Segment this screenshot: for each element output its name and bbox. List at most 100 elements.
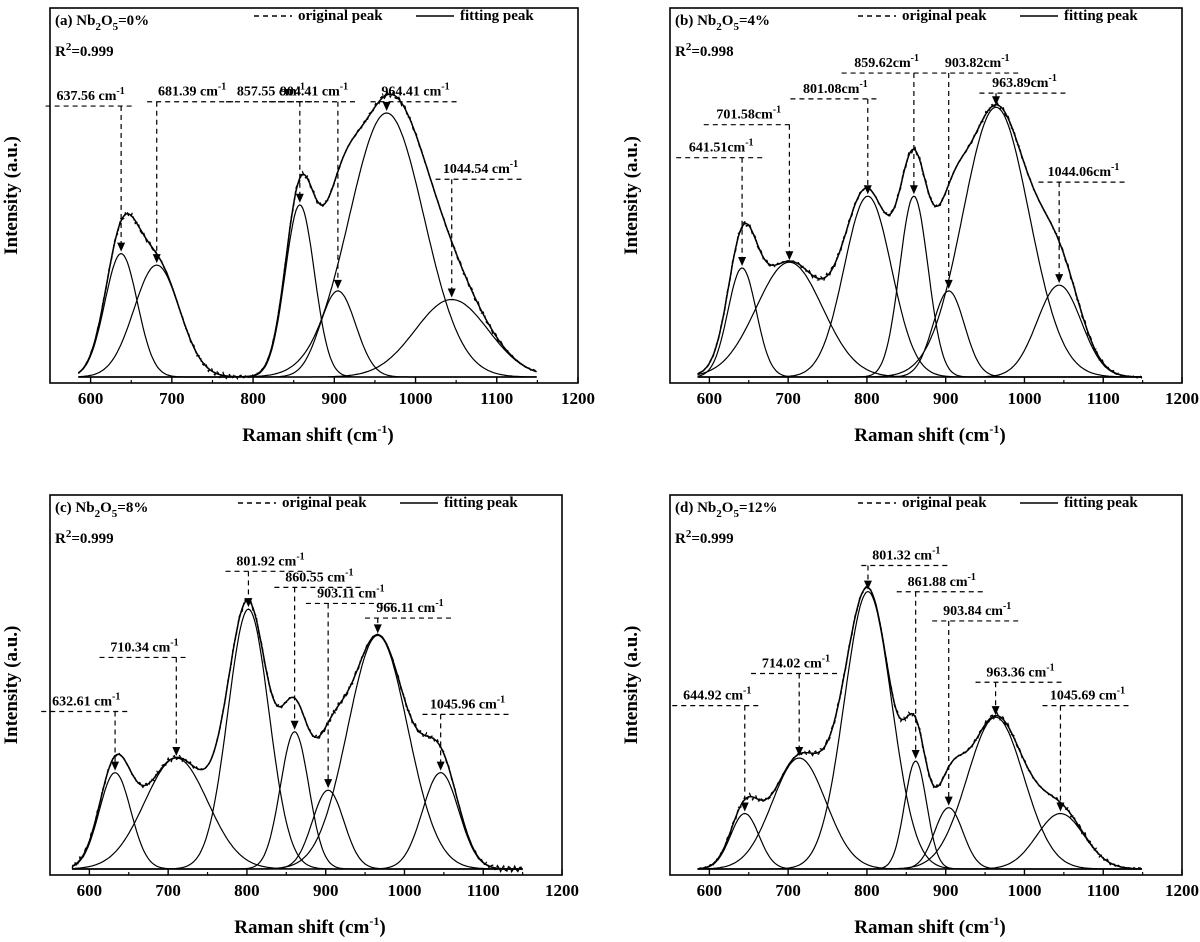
peak-arrow bbox=[1056, 802, 1065, 812]
peak-arrow bbox=[333, 279, 342, 289]
peak-arrow bbox=[373, 624, 382, 634]
original-spectrum-curve bbox=[77, 90, 538, 380]
x-axis-title: Raman shift (cm-1) bbox=[242, 422, 393, 446]
peak-label-6: 963.36 cm-1 bbox=[986, 662, 1054, 680]
fit-peak-curve-6 bbox=[72, 634, 523, 870]
legend-fitting-label: fitting peak bbox=[444, 495, 518, 511]
x-tick-label: 900 bbox=[933, 881, 959, 900]
x-axis-title: Raman shift (cm-1) bbox=[854, 422, 1005, 446]
peak-label-6: 1044.54 cm-1 bbox=[443, 159, 518, 177]
peak-arrow bbox=[295, 193, 304, 203]
peak-arrow bbox=[447, 288, 456, 298]
x-tick-label: 900 bbox=[933, 389, 959, 408]
x-tick-label: 600 bbox=[697, 389, 723, 408]
peak-label-5: 903.11 cm-1 bbox=[317, 583, 384, 601]
peak-arrow bbox=[909, 185, 918, 195]
x-tick-label: 700 bbox=[775, 389, 801, 408]
y-axis-title: Intensity (a.u.) bbox=[621, 626, 642, 745]
panel-label: (b) Nb2O5=4% bbox=[675, 13, 770, 33]
peak-arrow bbox=[795, 747, 804, 757]
peak-arrow bbox=[117, 242, 126, 252]
fit-peak-curve-4 bbox=[697, 760, 1142, 870]
x-tick-label: 600 bbox=[77, 881, 103, 900]
peak-label-2: 714.02 cm-1 bbox=[762, 654, 830, 672]
peak-label-6: 966.11 cm-1 bbox=[376, 598, 443, 616]
legend-original-label: original peak bbox=[902, 8, 987, 24]
peak-arrow bbox=[944, 796, 953, 806]
chart-panel-a: 600 700 800 900 1000 1100 1200 Raman shift (cm-… bbox=[1, 7, 595, 446]
peak-arrow bbox=[1055, 274, 1064, 284]
original-spectrum-curve bbox=[71, 597, 524, 874]
peak-arrow bbox=[991, 706, 1000, 716]
x-tick-label: 1000 bbox=[1007, 881, 1041, 900]
peak-label-5: 964.41 cm-1 bbox=[381, 82, 449, 100]
peak-label-2: 701.58cm-1 bbox=[716, 105, 781, 123]
x-tick-label: 600 bbox=[78, 389, 104, 408]
panel-label: (a) Nb2O5=0% bbox=[55, 13, 149, 33]
panel-label: (c) Nb2O5=8% bbox=[55, 500, 148, 520]
peak-arrow bbox=[436, 761, 445, 771]
peak-label-1: 641.51cm-1 bbox=[689, 138, 754, 156]
peak-arrow bbox=[738, 256, 747, 266]
peak-arrow bbox=[944, 279, 953, 289]
x-tick-label: 700 bbox=[775, 881, 801, 900]
fit-peak-curve-3 bbox=[697, 195, 1142, 378]
x-tick-label: 900 bbox=[313, 881, 339, 900]
fit-peak-curve-2 bbox=[697, 757, 1142, 870]
peak-label-4: 861.88 cm-1 bbox=[908, 572, 976, 590]
x-tick-label: 1100 bbox=[1087, 881, 1120, 900]
peak-label-7: 1045.69 cm-1 bbox=[1050, 686, 1125, 704]
plot-frame bbox=[49, 7, 579, 384]
peak-label-5: 903.82cm-1 bbox=[945, 53, 1010, 71]
peak-label-4: 860.55 cm-1 bbox=[285, 567, 353, 585]
r-squared: R2=0.999 bbox=[675, 528, 734, 547]
original-spectrum-curve bbox=[697, 100, 1143, 379]
fit-peak-curve-5 bbox=[697, 807, 1142, 870]
peak-label-7: 1044.06cm-1 bbox=[1048, 162, 1120, 180]
peak-label-4: 859.62cm-1 bbox=[854, 53, 919, 71]
fit-peak-curve-1 bbox=[78, 252, 537, 378]
fit-sum-curve bbox=[697, 104, 1142, 378]
peak-arrow bbox=[785, 251, 794, 261]
x-tick-label: 1000 bbox=[387, 881, 421, 900]
peak-arrow bbox=[172, 747, 181, 757]
fit-peak-curve-5 bbox=[78, 112, 537, 378]
peak-label-3: 801.08cm-1 bbox=[803, 79, 868, 97]
fit-peak-curve-6 bbox=[78, 298, 537, 378]
x-tick-label: 1200 bbox=[1165, 389, 1199, 408]
fit-peak-curve-7 bbox=[697, 812, 1142, 870]
x-tick-label: 800 bbox=[240, 389, 266, 408]
plot-frame bbox=[669, 7, 1183, 384]
fit-peak-curve-5 bbox=[697, 290, 1142, 378]
peak-label-1: 637.56 cm-1 bbox=[56, 86, 124, 104]
peak-arrow bbox=[863, 185, 872, 195]
x-tick-label: 1100 bbox=[480, 389, 513, 408]
peak-arrow bbox=[911, 749, 920, 759]
x-tick-label: 1000 bbox=[1007, 389, 1041, 408]
peak-label-2: 681.39 cm-1 bbox=[158, 82, 226, 100]
fit-peak-curve-5 bbox=[72, 789, 523, 870]
peak-label-5: 903.84 cm-1 bbox=[943, 601, 1011, 619]
r-squared: R2=0.999 bbox=[55, 528, 114, 547]
y-axis-title: Intensity (a.u.) bbox=[1, 626, 22, 745]
peak-arrow bbox=[244, 598, 253, 608]
plot-frame bbox=[669, 494, 1183, 876]
panel-label: (d) Nb2O5=12% bbox=[675, 500, 778, 520]
legend-original-label: original peak bbox=[282, 495, 367, 511]
x-tick-label: 1200 bbox=[561, 389, 595, 408]
x-tick-label: 1000 bbox=[399, 389, 433, 408]
chart-panel-b: 600 700 800 900 1000 1100 1200 Raman shift (cm-… bbox=[621, 7, 1199, 446]
chart-panel-c: 600 700 800 900 1000 1100 1200 Raman shift (cm-… bbox=[1, 494, 579, 938]
peak-label-1: 644.92 cm-1 bbox=[683, 686, 751, 704]
x-tick-label: 1200 bbox=[1165, 881, 1199, 900]
peak-label-3: 801.32 cm-1 bbox=[872, 545, 940, 563]
peak-arrow bbox=[324, 779, 333, 789]
fit-peak-curve-7 bbox=[72, 771, 523, 870]
y-axis-title: Intensity (a.u.) bbox=[621, 136, 642, 255]
r-squared: R2=0.999 bbox=[55, 41, 114, 60]
peak-label-3: 857.55 cm-1 bbox=[237, 82, 305, 100]
legend-fitting-label: fitting peak bbox=[460, 8, 534, 24]
x-tick-label: 600 bbox=[697, 881, 723, 900]
fit-peak-curve-2 bbox=[72, 757, 523, 870]
